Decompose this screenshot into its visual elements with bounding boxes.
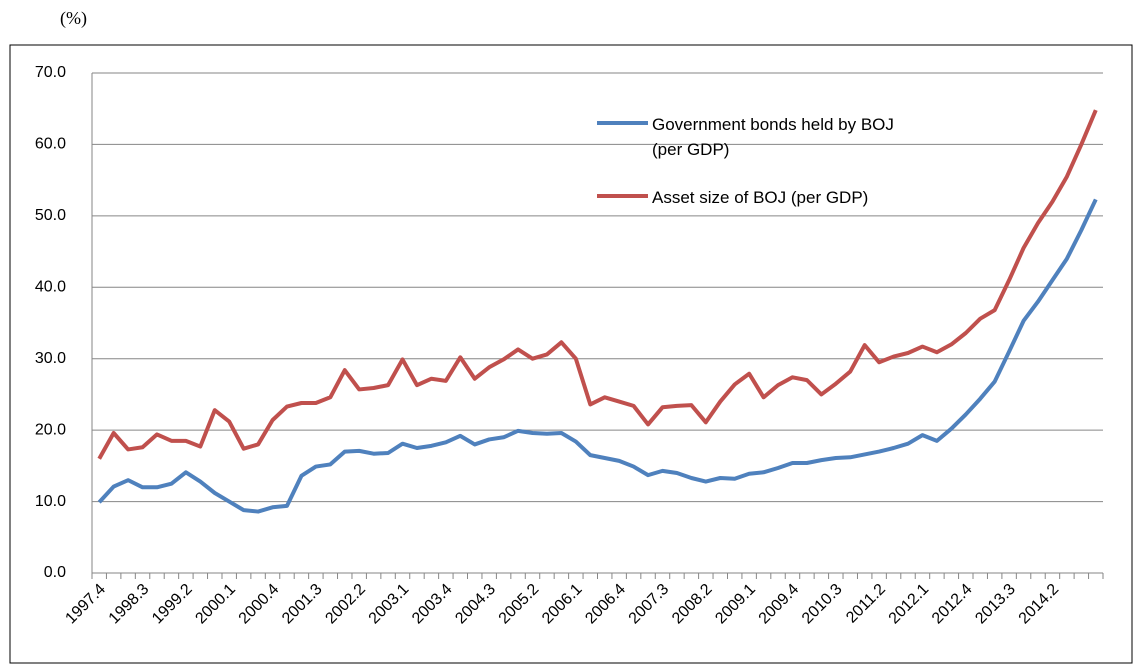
x-tick-label: 2006.1 [539,581,586,628]
x-tick-label: 2005.2 [496,581,543,628]
y-tick-label: 20.0 [35,421,66,438]
x-tick-label: 2013.3 [972,581,1019,628]
x-tick-label: 2000.4 [236,581,283,628]
x-tick-label: 2007.3 [626,581,673,628]
y-tick-label: 30.0 [35,350,66,367]
x-tick-label: 2009.1 [712,581,759,628]
x-tick-label: 2003.1 [366,581,413,628]
y-tick-label: 70.0 [35,64,66,81]
x-tick-label: 1997.4 [62,581,109,628]
x-tick-label: 2004.3 [452,581,499,628]
x-tick-label: 2000.1 [192,581,239,628]
y-tick-label: 60.0 [35,136,66,153]
x-tick-label: 1998.3 [106,581,153,628]
legend-label: Asset size of BOJ (per GDP) [652,188,869,207]
x-tick-label: 2011.2 [843,581,889,627]
x-tick-label: 2014.2 [1016,581,1063,628]
y-tick-label: 40.0 [35,279,66,296]
y-tick-label: 50.0 [35,207,66,224]
x-tick-label: 1999.2 [149,581,196,628]
y-tick-label: 10.0 [35,493,66,510]
series-line [97,198,1098,514]
x-tick-label: 2009.4 [756,581,803,628]
x-tick-label: 2002.2 [322,581,369,628]
x-tick-label: 2012.4 [929,581,976,628]
y-tick-label: 0.0 [44,564,66,581]
chart-frame [9,44,1133,664]
x-tick-label: 2008.2 [669,581,716,628]
series-line [97,109,1098,460]
y-axis-unit: (%) [60,8,87,29]
x-tick-label: 2006.4 [582,581,629,628]
x-tick-label: 2001.3 [279,581,326,628]
legend-label: Government bonds held by BOJ (per GDP) [652,115,894,159]
x-tick-label: 2003.4 [409,581,456,628]
x-tick-label: 2012.1 [886,581,933,628]
x-tick-label: 2010.3 [799,581,846,628]
